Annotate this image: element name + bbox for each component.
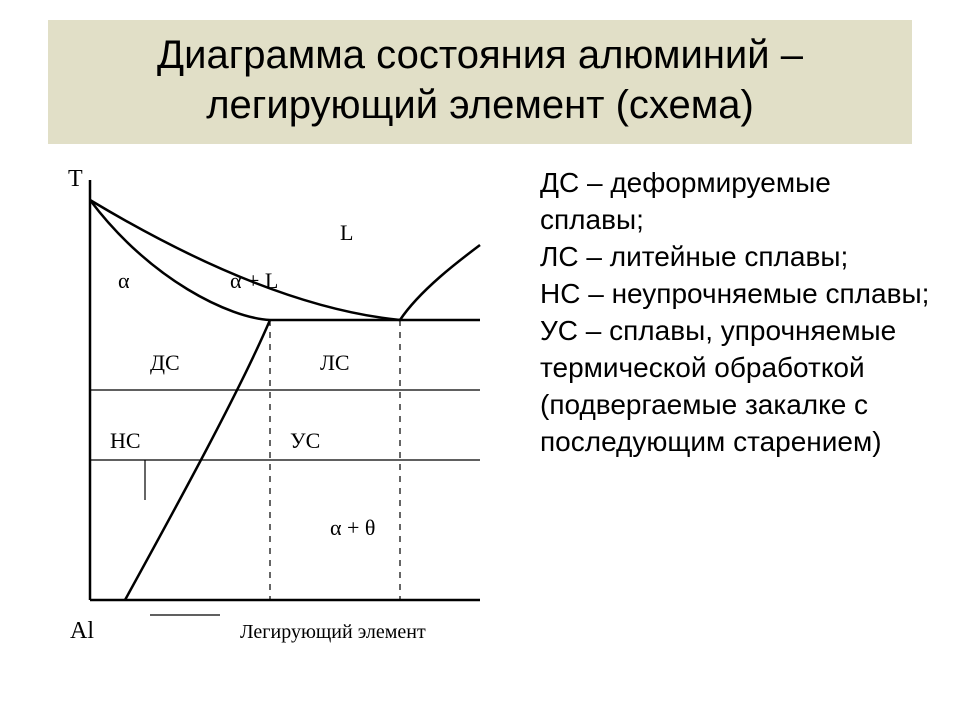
label-alpha-theta: α + θ (330, 515, 375, 540)
slide-title: Диаграмма состояния алюминий – легирующи… (68, 30, 892, 130)
label-T: T (68, 166, 83, 192)
label-NS: НС (110, 428, 141, 453)
legend-ds: ДС – деформируемые сплавы; (540, 165, 940, 239)
label-alpha-L: α + L (230, 268, 278, 293)
label-US: УС (290, 428, 320, 453)
label-Al: Al (70, 618, 94, 644)
label-DS: ДС (150, 350, 180, 375)
legend: ДС – деформируемые сплавы; ЛС – литейные… (540, 165, 940, 461)
solidus-curve (90, 200, 270, 320)
label-L: L (340, 220, 353, 245)
label-alpha: α (118, 268, 130, 293)
legend-ls: ЛС – литейные сплавы; (540, 239, 940, 276)
phase-diagram-svg: T L α α + L ДС ЛС НС УС α + θ Al Легирую… (40, 160, 520, 660)
label-x-axis: Легирующий элемент (240, 621, 426, 643)
slide-title-box: Диаграмма состояния алюминий – легирующи… (48, 20, 912, 144)
legend-us: УС – сплавы, упрочняемые термической обр… (540, 313, 940, 461)
liquidus-curve (90, 200, 400, 320)
label-LS: ЛС (320, 350, 350, 375)
right-liquidus-curve (400, 245, 480, 320)
phase-diagram: T L α α + L ДС ЛС НС УС α + θ Al Легирую… (40, 160, 520, 640)
legend-ns: НС – неупрочняемые сплавы; (540, 276, 940, 313)
